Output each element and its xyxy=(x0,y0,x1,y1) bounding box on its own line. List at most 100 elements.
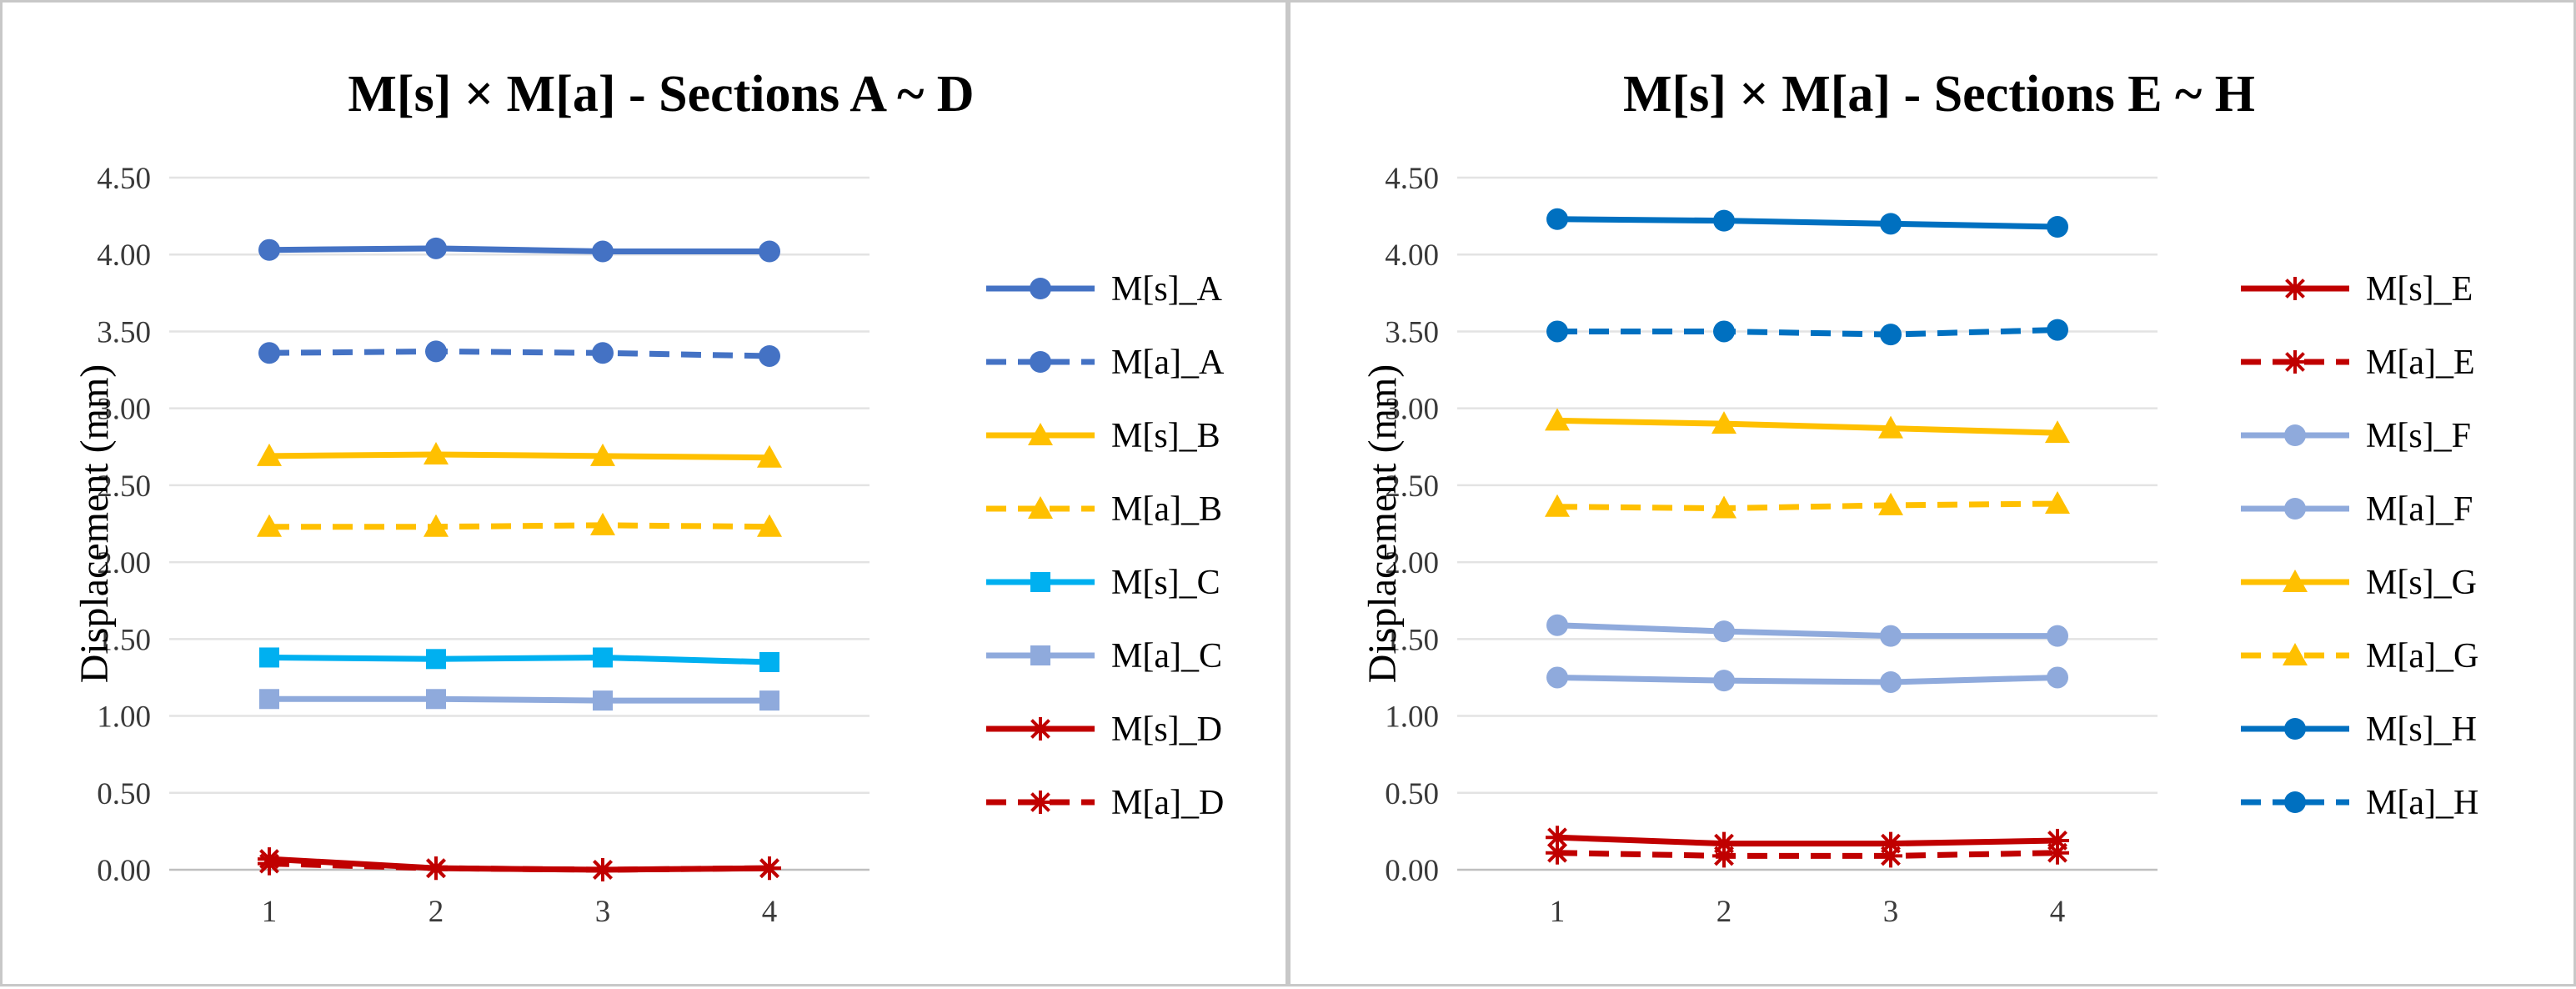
data-point xyxy=(1711,411,1737,434)
data-point xyxy=(759,240,780,263)
series-line xyxy=(1556,417,2058,436)
series-line xyxy=(268,451,770,461)
data-point xyxy=(757,444,782,468)
legend-marker xyxy=(2283,643,2308,665)
data-point xyxy=(758,856,781,881)
legend-label: M[s]_F xyxy=(2366,417,2471,455)
chart-panel-sections-a-d: M[s] × M[a] - Sections A ~ D 0.00 0.50 1.00… xyxy=(0,0,1288,986)
data-point xyxy=(2045,420,2070,444)
y-tick-label: 3.50 xyxy=(97,315,151,349)
y-tick-label: 0.50 xyxy=(1385,777,1439,811)
legend-marker xyxy=(2284,718,2306,740)
data-point xyxy=(1546,208,1568,230)
series-m-a-b xyxy=(257,512,782,537)
data-point xyxy=(425,340,447,363)
series-m-a-d xyxy=(258,851,781,881)
series-m-a-f xyxy=(1546,666,2068,693)
legend-label: M[a]_F xyxy=(2366,490,2473,529)
data-point xyxy=(1546,666,1568,689)
data-point xyxy=(257,514,282,537)
legend-label: M[a]_H xyxy=(2366,784,2478,822)
legend-marker xyxy=(1030,645,1050,665)
data-point xyxy=(1880,213,1902,235)
series-line xyxy=(1557,327,2058,338)
legend-label: M[s]_A xyxy=(1111,270,1223,309)
legend-item-m-a-c: M[a]_C xyxy=(986,637,1222,675)
legend-marker xyxy=(1030,572,1050,592)
series-m-s-c xyxy=(259,647,779,672)
series-line xyxy=(1556,834,2058,847)
y-axis-label: Displacement (mm) xyxy=(1361,364,1405,684)
data-point xyxy=(1880,625,1902,647)
data-point xyxy=(1546,841,1569,865)
series-line xyxy=(1556,216,2058,230)
legend-item-m-a-b: M[a]_B xyxy=(986,490,1222,529)
legend-marker xyxy=(1028,496,1053,519)
legend-item-m-s-h: M[s]_H xyxy=(2241,710,2477,749)
chart-title: M[s] × M[a] - Sections E ~ H xyxy=(1623,66,2255,123)
data-point xyxy=(426,649,446,670)
series-line xyxy=(268,348,770,359)
data-point xyxy=(1880,670,1902,693)
legend-label: M[a]_B xyxy=(1111,490,1222,529)
y-tick-label: 1.50 xyxy=(1385,623,1439,657)
gridlines xyxy=(1457,176,2158,871)
series-line xyxy=(269,522,770,530)
series-line xyxy=(1556,674,2058,685)
y-tick-label: 2.00 xyxy=(1385,546,1439,580)
data-point xyxy=(258,851,281,876)
data-point xyxy=(1545,408,1570,431)
legend-label: M[s]_G xyxy=(2366,564,2477,602)
y-tick-label: 2.50 xyxy=(1385,469,1439,504)
y-tick-label: 3.00 xyxy=(97,393,151,427)
series-m-s-a xyxy=(258,237,780,263)
data-point xyxy=(2047,319,2068,341)
data-point xyxy=(592,342,614,364)
data-point xyxy=(424,856,448,881)
data-point xyxy=(1878,415,1903,439)
series-line xyxy=(1556,500,2058,512)
y-tick-label: 1.00 xyxy=(1385,700,1439,735)
data-point xyxy=(592,240,614,263)
y-tick-label: 3.00 xyxy=(1385,393,1439,427)
legend-marker xyxy=(1029,717,1052,740)
data-point xyxy=(425,237,447,259)
series-line xyxy=(269,695,769,704)
legend-item-m-s-b: M[s]_B xyxy=(986,417,1220,455)
data-point xyxy=(423,514,449,537)
y-axis-label: Displacement (mm) xyxy=(73,364,117,684)
legend-item-m-a-a: M[a]_A xyxy=(986,344,1225,382)
data-point xyxy=(757,514,782,537)
series-m-s-h xyxy=(1546,208,2068,238)
data-point xyxy=(593,647,613,668)
x-tick-label: 4 xyxy=(2050,895,2066,929)
y-tick-label: 0.00 xyxy=(97,854,151,888)
data-point xyxy=(593,690,613,711)
series-m-a-e xyxy=(1546,841,2069,868)
legend-label: M[s]_H xyxy=(2366,710,2477,749)
legend-marker xyxy=(2284,791,2306,813)
legend-label: M[a]_G xyxy=(2366,637,2478,675)
legend-label: M[a]_E xyxy=(2366,344,2475,382)
data-point xyxy=(1879,844,1902,868)
series-line xyxy=(1556,850,2058,859)
legend-marker xyxy=(2284,424,2306,446)
series-m-s-g xyxy=(1545,408,2070,444)
data-point xyxy=(759,344,780,367)
data-point xyxy=(2047,666,2068,689)
data-point xyxy=(2046,841,2069,865)
series-line xyxy=(268,861,770,873)
legend-marker xyxy=(1030,278,1051,299)
data-point xyxy=(759,690,779,711)
data-point xyxy=(1880,324,1902,346)
y-tick-label: 4.00 xyxy=(97,238,151,273)
data-point xyxy=(1546,826,1569,850)
data-point xyxy=(1713,670,1735,692)
y-tick-label: 1.50 xyxy=(97,623,151,657)
y-tick-label: 2.50 xyxy=(97,469,151,504)
data-point xyxy=(2047,216,2068,238)
data-point xyxy=(1546,614,1568,636)
data-point xyxy=(590,443,615,466)
data-point xyxy=(1713,620,1735,643)
series-m-s-b xyxy=(257,442,782,468)
